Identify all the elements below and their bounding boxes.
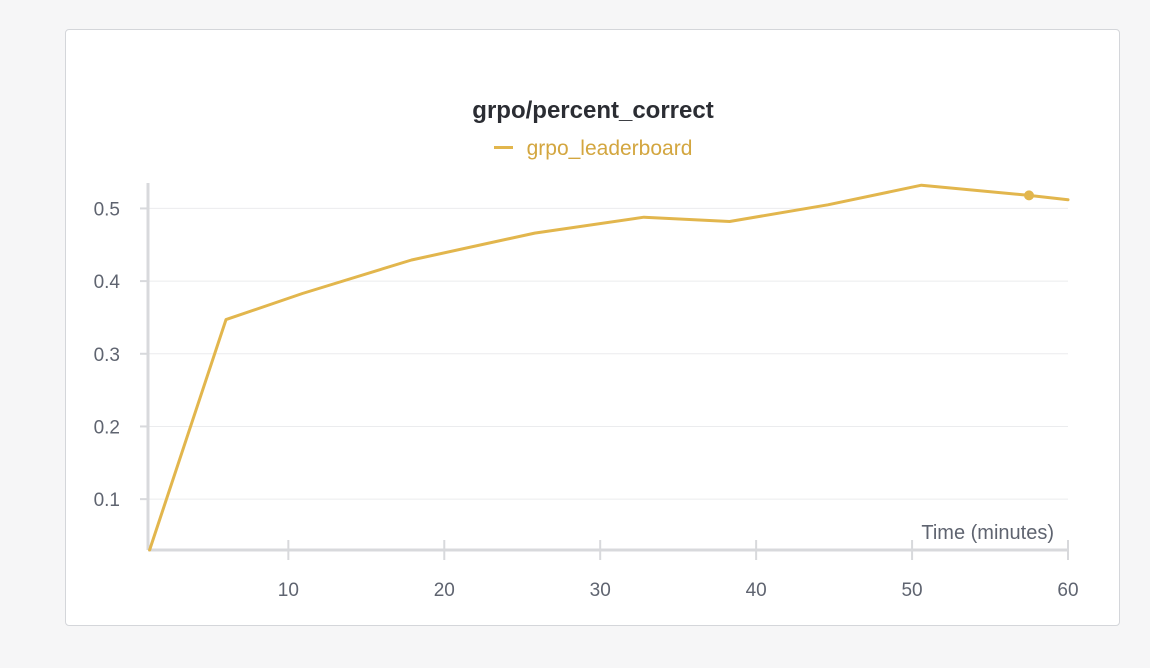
chart-title: grpo/percent_correct [472,97,714,124]
x-tick-label: 20 [434,580,455,601]
series-layer [148,183,1070,552]
y-tick-label: 0.5 [94,199,120,220]
chart-panel [65,29,1120,626]
y-tick-label: 0.1 [94,490,120,511]
x-axis-title: Time (minutes) [921,522,1054,544]
x-tick-label: 60 [1057,580,1078,601]
x-tick-label: 40 [746,580,767,601]
x-tick-label: 30 [590,580,611,601]
axis-layer [140,183,1069,560]
series-line [148,183,1070,552]
x-tick-label: 10 [278,580,299,601]
y-tick-label: 0.4 [94,272,121,293]
legend[interactable]: grpo_leaderboard [0,137,1150,161]
y-tick-label: 0.3 [94,345,120,366]
grid-layer [148,207,1068,500]
label-layer: 0.1 0.2 0.3 0.4 0.5 10 20 30 40 50 60 [94,199,1079,601]
legend-label: grpo_leaderboard [526,137,693,160]
x-tick-label: 50 [901,580,922,601]
y-tick-label: 0.2 [94,417,120,438]
series-marker [1024,190,1035,201]
legend-swatch [493,145,513,149]
